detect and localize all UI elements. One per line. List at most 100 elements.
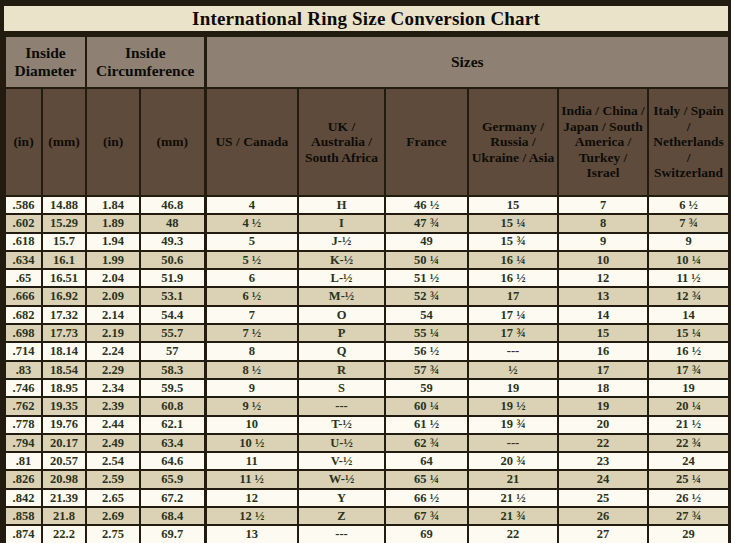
cell: .874 xyxy=(5,525,42,543)
cell: 58.3 xyxy=(140,361,205,379)
column-header-8: Germany / Russia / Ukraine / Asia xyxy=(468,88,558,196)
column-header-row: (in)(mm)(in)(mm)US / CanadaUK / Australi… xyxy=(5,88,729,196)
cell: 22 xyxy=(558,434,648,452)
cell: 6 ½ xyxy=(648,196,729,214)
column-header-7: France xyxy=(385,88,468,196)
table-row: .8318.542.2958.38 ½R57 ¾½1717 ¾ xyxy=(5,361,729,379)
cell: 16.92 xyxy=(42,287,86,305)
cell: 19 ½ xyxy=(468,397,558,415)
cell: 57 xyxy=(140,342,205,360)
cell: 66 ½ xyxy=(385,489,468,507)
cell: .682 xyxy=(5,306,42,324)
cell: 21 ¾ xyxy=(468,507,558,525)
cell: 15 ¼ xyxy=(648,324,729,342)
table-row: .61815.71.9449.35J-½4915 ¾99 xyxy=(5,233,729,251)
cell: 12 ¾ xyxy=(648,287,729,305)
column-header-3: (in) xyxy=(86,88,140,196)
cell: 64 xyxy=(385,452,468,470)
cell: .83 xyxy=(5,361,42,379)
cell: Y xyxy=(298,489,385,507)
cell: 59.5 xyxy=(140,379,205,397)
cell: 15 xyxy=(558,324,648,342)
cell: 16 ¼ xyxy=(468,251,558,269)
cell: 2.69 xyxy=(86,507,140,525)
cell: 18.14 xyxy=(42,342,86,360)
cell: 1.99 xyxy=(86,251,140,269)
cell: 62.1 xyxy=(140,416,205,434)
cell: 16.51 xyxy=(42,269,86,287)
cell: 11 ½ xyxy=(205,470,298,488)
cell: 12 ½ xyxy=(205,507,298,525)
cell: 59 xyxy=(385,379,468,397)
column-header-1: (in) xyxy=(5,88,42,196)
cell: 15 xyxy=(468,196,558,214)
cell: 49.3 xyxy=(140,233,205,251)
cell: V-½ xyxy=(298,452,385,470)
cell: 2.59 xyxy=(86,470,140,488)
cell: 9 xyxy=(648,233,729,251)
cell: 55.7 xyxy=(140,324,205,342)
cell: 64.6 xyxy=(140,452,205,470)
cell: 7 xyxy=(205,306,298,324)
cell: 16.1 xyxy=(42,251,86,269)
table-row: .79420.172.4963.410 ½U-½62 ¾---2222 ¾ xyxy=(5,434,729,452)
cell: 19 ¾ xyxy=(468,416,558,434)
cell: .762 xyxy=(5,397,42,415)
cell: 25 xyxy=(558,489,648,507)
cell: 14 xyxy=(648,306,729,324)
cell: 15.7 xyxy=(42,233,86,251)
cell: 29 xyxy=(648,525,729,543)
cell: .858 xyxy=(5,507,42,525)
cell: 63.4 xyxy=(140,434,205,452)
cell: .698 xyxy=(5,324,42,342)
cell: W-½ xyxy=(298,470,385,488)
cell: 9 xyxy=(205,379,298,397)
cell: 48 xyxy=(140,214,205,232)
cell: 2.75 xyxy=(86,525,140,543)
cell: 62 ¾ xyxy=(385,434,468,452)
cell: .65 xyxy=(5,269,42,287)
cell: L-½ xyxy=(298,269,385,287)
cell: .81 xyxy=(5,452,42,470)
cell: 51 ½ xyxy=(385,269,468,287)
cell: .666 xyxy=(5,287,42,305)
cell: 49 xyxy=(385,233,468,251)
cell: .794 xyxy=(5,434,42,452)
cell: 17 ¾ xyxy=(468,324,558,342)
cell: 5 xyxy=(205,233,298,251)
cell: 17 ¾ xyxy=(648,361,729,379)
cell: 2.29 xyxy=(86,361,140,379)
cell: 6 ½ xyxy=(205,287,298,305)
cell: S xyxy=(298,379,385,397)
cell: 2.34 xyxy=(86,379,140,397)
table-row: .82620.982.5965.911 ½W-½65 ¼212425 ¼ xyxy=(5,470,729,488)
cell: 1.84 xyxy=(86,196,140,214)
cell: --- xyxy=(468,434,558,452)
cell: 56 ½ xyxy=(385,342,468,360)
cell: 20.57 xyxy=(42,452,86,470)
cell: 12 xyxy=(205,489,298,507)
cell: 6 xyxy=(205,269,298,287)
cell: 14.88 xyxy=(42,196,86,214)
cell: 69.7 xyxy=(140,525,205,543)
column-header-9: India / China / Japan / South America / … xyxy=(558,88,648,196)
cell: 7 ½ xyxy=(205,324,298,342)
cell: .586 xyxy=(5,196,42,214)
table-row: .68217.322.1454.47O5417 ¼1414 xyxy=(5,306,729,324)
cell: R xyxy=(298,361,385,379)
cell: 9 xyxy=(558,233,648,251)
cell: ½ xyxy=(468,361,558,379)
cell: 47 ¾ xyxy=(385,214,468,232)
cell: 60.8 xyxy=(140,397,205,415)
column-header-5: US / Canada xyxy=(205,88,298,196)
column-header-2: (mm) xyxy=(42,88,86,196)
cell: --- xyxy=(298,525,385,543)
cell: 23 xyxy=(558,452,648,470)
cell: 13 xyxy=(205,525,298,543)
table-row: .58614.881.8446.84H46 ½1576 ½ xyxy=(5,196,729,214)
cell: 8 xyxy=(558,214,648,232)
cell: P xyxy=(298,324,385,342)
cell: 13 xyxy=(558,287,648,305)
cell: 17 xyxy=(558,361,648,379)
cell: 2.19 xyxy=(86,324,140,342)
